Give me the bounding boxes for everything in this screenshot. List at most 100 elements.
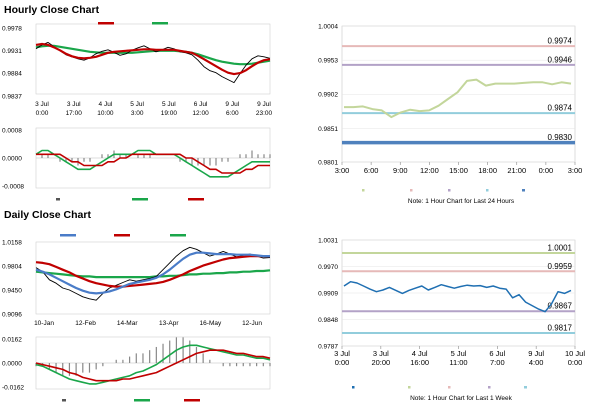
14-swatch [488, 386, 491, 389]
x-tick-time: 6:00 [226, 110, 239, 117]
x-tick-time: 10:00 [97, 110, 114, 117]
close-line [344, 78, 572, 119]
y-tick-label: 0.9902 [318, 92, 338, 99]
x-tick-time: 0:00 [36, 110, 49, 117]
x-tick-date: 9 Jul [528, 349, 544, 358]
daily-levels-chart: 1.0031 0.9970 0.9909 0.9848 0.9787 1.0001 0.99… [318, 237, 585, 402]
x-tick-date: 3 Jul [67, 101, 81, 108]
y-tick-label: 0.0000 [2, 155, 22, 162]
x-tick-label: 21:00 [507, 166, 526, 175]
undefined-swatch [152, 22, 168, 25]
chart-note: Note: 1 Hour Chart for Last 1 Week [410, 395, 513, 402]
x-tick-date: 6 Jul [489, 349, 505, 358]
x-tick-time: 3:00 [131, 110, 144, 117]
ma-20-line [35, 251, 270, 295]
undefined-swatch [184, 399, 200, 402]
16-swatch [62, 399, 66, 402]
x-tick-date: 5 Jul [162, 101, 176, 108]
y-tick-label: 0.0000 [2, 360, 22, 367]
level-label-r2: 0.9974 [548, 37, 573, 46]
14-swatch [522, 189, 525, 192]
hourly-section-title: Hourly Close Chart [4, 4, 100, 16]
x-tick-time: 0:00 [568, 358, 583, 367]
y-tick-label: 0.9096 [2, 311, 22, 318]
x-tick-label: 15:00 [449, 166, 468, 175]
x-tick-time: 0:00 [335, 358, 350, 367]
x-tick-label: 10-Jan [34, 320, 54, 327]
x-tick-label: 12-Feb [75, 320, 96, 327]
14-swatch [410, 189, 413, 192]
y-tick-label: 0.9837 [2, 93, 22, 100]
x-tick-time: 16:00 [410, 358, 429, 367]
x-tick-date: 3 Jul [373, 349, 389, 358]
undefined-swatch [134, 399, 150, 402]
y-tick-label: 1.0031 [318, 237, 338, 244]
y-tick-label: 0.0162 [2, 336, 22, 343]
x-tick-date: 6 Jul [194, 101, 208, 108]
undefined-swatch [188, 198, 204, 201]
x-tick-date: 9 Jul [257, 101, 271, 108]
macd-signal-line [36, 153, 270, 174]
14-swatch [448, 189, 451, 192]
x-tick-label: 3:00 [335, 166, 350, 175]
x-tick-label: 3:00 [568, 166, 583, 175]
chart-note: Note: 1 Hour Chart for Last 24 Hours [408, 198, 515, 205]
undefined-swatch [132, 198, 148, 201]
y-tick-label: 0.0008 [2, 127, 22, 134]
undefined-swatch [170, 234, 186, 237]
x-tick-date: 10 Jul [565, 349, 585, 358]
y-tick-label: 0.9884 [2, 71, 22, 78]
y-tick-label: 1.0158 [2, 239, 22, 246]
x-tick-time: 17:00 [66, 110, 83, 117]
y-tick-label: 0.9804 [2, 263, 22, 270]
level-label-r2: 1.0001 [548, 244, 573, 253]
x-tick-label: 9:00 [393, 166, 408, 175]
y-tick-label: -0.0008 [2, 183, 24, 190]
x-tick-label: 18:00 [478, 166, 497, 175]
level-label-s2: 0.9830 [548, 133, 573, 142]
undefined-swatch [114, 234, 130, 237]
level-label-r1: 0.9946 [548, 55, 573, 64]
x-tick-date: 3 Jul [334, 349, 350, 358]
y-tick-label: 0.9978 [2, 25, 22, 32]
x-tick-time: 23:00 [256, 110, 273, 117]
x-tick-label: 6:00 [364, 166, 379, 175]
x-tick-date: 3 Jul [35, 101, 49, 108]
x-tick-label: 16-May [200, 320, 222, 327]
macd-signal-line [35, 349, 271, 382]
14-swatch [352, 386, 355, 389]
daily-macd-chart: 0.0162 0.0000 -0.0162 [2, 336, 271, 402]
x-tick-label: 12:00 [420, 166, 439, 175]
macd-line [35, 149, 270, 178]
close-line [343, 280, 572, 313]
x-tick-label: 13-Apr [159, 320, 179, 327]
x-tick-date: 4 Jul [412, 349, 428, 358]
undefined-swatch [60, 234, 76, 237]
x-tick-time: 20:00 [371, 358, 390, 367]
y-tick-label: 0.9787 [318, 343, 338, 350]
level-label-s1: 0.9867 [548, 302, 573, 311]
14-swatch [524, 386, 527, 389]
ma-50-line [35, 255, 270, 288]
14-swatch [362, 189, 365, 192]
x-tick-time: 19:00 [161, 110, 178, 117]
y-tick-label: 0.9953 [318, 57, 338, 64]
daily-section-title: Daily Close Chart [4, 209, 91, 221]
ma-50-line [35, 44, 271, 66]
macd-line [35, 344, 271, 385]
y-tick-label: 0.9801 [318, 159, 338, 166]
y-tick-label: 0.9931 [2, 48, 22, 55]
y-tick-label: 0.9450 [2, 287, 22, 294]
hourly-macd-chart: 0.0008 0.0000 -0.0008 [2, 127, 271, 201]
y-tick-label: 0.9970 [318, 264, 338, 271]
x-tick-label: 0:00 [539, 166, 554, 175]
x-tick-label: 12-Jun [242, 320, 262, 327]
x-tick-date: 5 Jul [130, 101, 144, 108]
x-tick-time: 4:00 [529, 358, 544, 367]
y-tick-label: -0.0162 [2, 384, 24, 391]
y-tick-label: 0.9848 [318, 317, 338, 324]
x-tick-date: 9 Jul [225, 101, 239, 108]
ma-20-line [35, 42, 271, 76]
14-swatch [448, 386, 451, 389]
x-tick-time: 12:00 [192, 110, 209, 117]
